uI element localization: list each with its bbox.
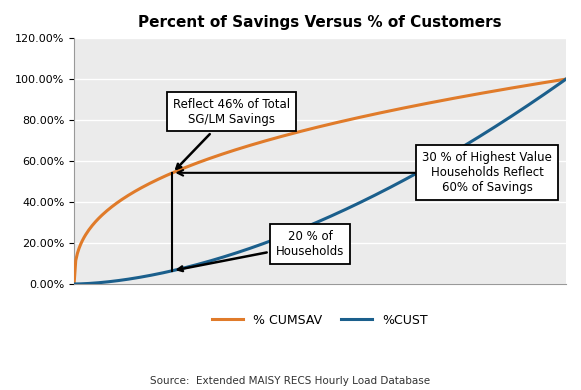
Line: %CUST: %CUST — [74, 79, 566, 284]
% CUMSAV — [362, 114, 369, 119]
Text: 20 % of
Households: 20 % of Households — [178, 230, 345, 271]
%CUST — [72, 282, 79, 286]
% CUMSAV — [72, 258, 79, 263]
Legend: % CUMSAV, %CUST: % CUMSAV, %CUST — [207, 309, 433, 332]
%CUST — [372, 193, 379, 197]
% CUMSAV — [71, 282, 78, 286]
%CUST — [562, 77, 569, 82]
%CUST — [485, 128, 492, 133]
%CUST — [71, 282, 78, 286]
Text: Reflect 46% of Total
SG/LM Savings: Reflect 46% of Total SG/LM Savings — [173, 98, 290, 169]
Title: Percent of Savings Versus % of Customers: Percent of Savings Versus % of Customers — [138, 15, 502, 30]
Line: % CUMSAV: % CUMSAV — [74, 79, 566, 284]
% CUMSAV — [517, 84, 523, 89]
% CUMSAV — [364, 113, 371, 118]
%CUST — [364, 197, 371, 202]
Text: Source:  Extended MAISY RECS Hourly Load Database: Source: Extended MAISY RECS Hourly Load … — [150, 376, 431, 386]
% CUMSAV — [485, 90, 492, 94]
Text: 30 % of Highest Value
Households Reflect
60% of Savings: 30 % of Highest Value Households Reflect… — [422, 151, 552, 194]
% CUMSAV — [372, 112, 379, 116]
%CUST — [517, 108, 523, 113]
% CUMSAV — [562, 77, 569, 82]
%CUST — [362, 198, 369, 202]
